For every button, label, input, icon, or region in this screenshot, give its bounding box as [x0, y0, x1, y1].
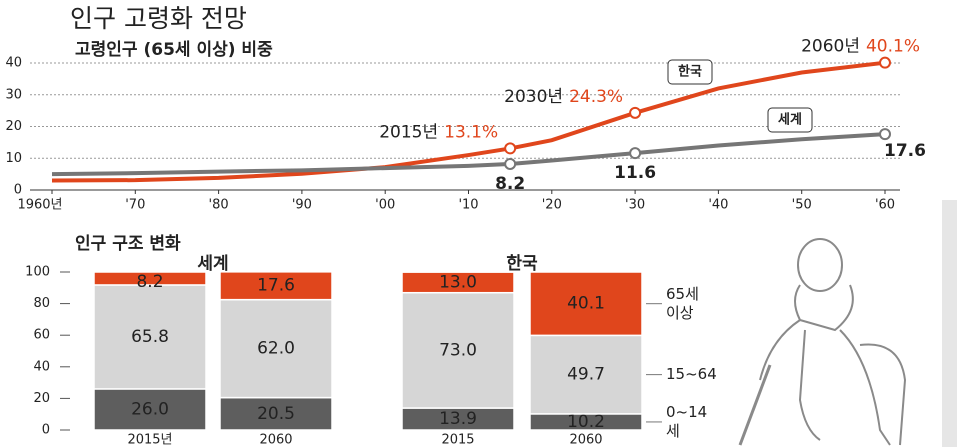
data-label: 11.6 — [614, 163, 656, 183]
x-tick-label: '90 — [292, 198, 312, 213]
data-label: 65.8 — [131, 327, 169, 347]
x-tick-label: 2060 — [569, 433, 602, 447]
chart-subtitle: 고령인구 (65세 이상) 비중 — [75, 39, 273, 60]
side-panel — [942, 200, 957, 447]
x-tick-label: 2015년 — [127, 433, 172, 447]
chart-title: 인구 구조 변화 — [75, 234, 181, 254]
data-label: 8.2 — [495, 174, 525, 194]
point-annotation: 2030년 24.3% — [504, 87, 623, 107]
x-tick-label: 2060 — [259, 433, 292, 447]
legend-entry: 0~14세 — [666, 400, 726, 444]
data-label: 17.6 — [257, 276, 295, 296]
x-tick-label: '20 — [542, 198, 562, 213]
chart-title: 인구 고령화 전망 — [70, 4, 247, 33]
legend-label: 한국 — [678, 64, 702, 80]
y-tick-label: 40 — [33, 359, 50, 374]
point — [630, 148, 640, 158]
point — [880, 58, 890, 68]
data-label: 24.3% — [569, 87, 623, 107]
page: 인구 고령화 전망 고령인구 (65세 이상) 비중 인구 구조 변화 0 10 2… — [0, 0, 957, 447]
point — [880, 129, 890, 139]
x-tick-label: '40 — [708, 198, 728, 213]
y-tick-label: 0 — [14, 183, 22, 198]
y-tick-label: 0 — [42, 423, 50, 438]
x-tick-label: '10 — [458, 198, 478, 213]
x-tick-label: 1960년 — [17, 198, 62, 213]
y-tick-label: 20 — [33, 391, 50, 406]
data-label: 73.0 — [439, 340, 477, 360]
group-label: 세계 — [197, 254, 228, 274]
legend-entry: 65세 이상 — [666, 282, 726, 326]
y-tick-label: 60 — [33, 328, 50, 343]
x-tick-label: '50 — [792, 198, 812, 213]
x-tick-label: '70 — [125, 198, 145, 213]
point — [505, 159, 515, 169]
group-label: 한국 — [506, 254, 538, 274]
data-label: 62.0 — [257, 339, 295, 359]
data-label: 40.1 — [567, 294, 605, 314]
y-tick-label: 100 — [25, 265, 50, 280]
data-label: 26.0 — [131, 399, 169, 419]
data-label: 10.2 — [567, 412, 605, 432]
data-label: 17.6 — [884, 141, 926, 161]
point — [505, 143, 515, 153]
data-label: 13.9 — [439, 409, 477, 429]
point — [630, 108, 640, 118]
legend-entry: 15~64 — [666, 353, 726, 397]
y-tick-label: 80 — [33, 296, 50, 311]
y-tick-label: 30 — [5, 87, 22, 102]
x-tick-label: '80 — [209, 198, 229, 213]
elderly-figure — [740, 239, 905, 445]
y-tick-label: 10 — [5, 151, 22, 166]
legend-label: 65세 이상 — [666, 282, 712, 326]
data-label: 20.5 — [257, 404, 295, 424]
legend-label: 세계 — [778, 113, 802, 128]
data-label: 13.0 — [439, 272, 477, 292]
data-label: 8.2 — [136, 272, 163, 292]
x-tick-label: '60 — [875, 198, 895, 213]
legend-label: 15~64 — [666, 353, 712, 397]
y-tick-label: 20 — [5, 119, 22, 134]
x-tick-label: '00 — [375, 198, 395, 213]
annotation-year: 2060년 — [801, 37, 860, 57]
data-label: 49.7 — [567, 365, 605, 385]
x-tick-label: '30 — [625, 198, 645, 213]
annotation-year: 2030년 — [504, 87, 563, 107]
x-tick-label: 2015 — [441, 433, 474, 447]
point-annotation: 2060년 40.1% — [801, 37, 920, 57]
annotation-year: 2015년 — [379, 122, 438, 142]
data-label: 40.1% — [866, 37, 920, 57]
y-tick-label: 40 — [5, 56, 22, 71]
data-label: 13.1% — [444, 122, 498, 142]
point-annotation: 2015년 13.1% — [379, 122, 498, 142]
legend-label: 0~14세 — [666, 400, 712, 444]
